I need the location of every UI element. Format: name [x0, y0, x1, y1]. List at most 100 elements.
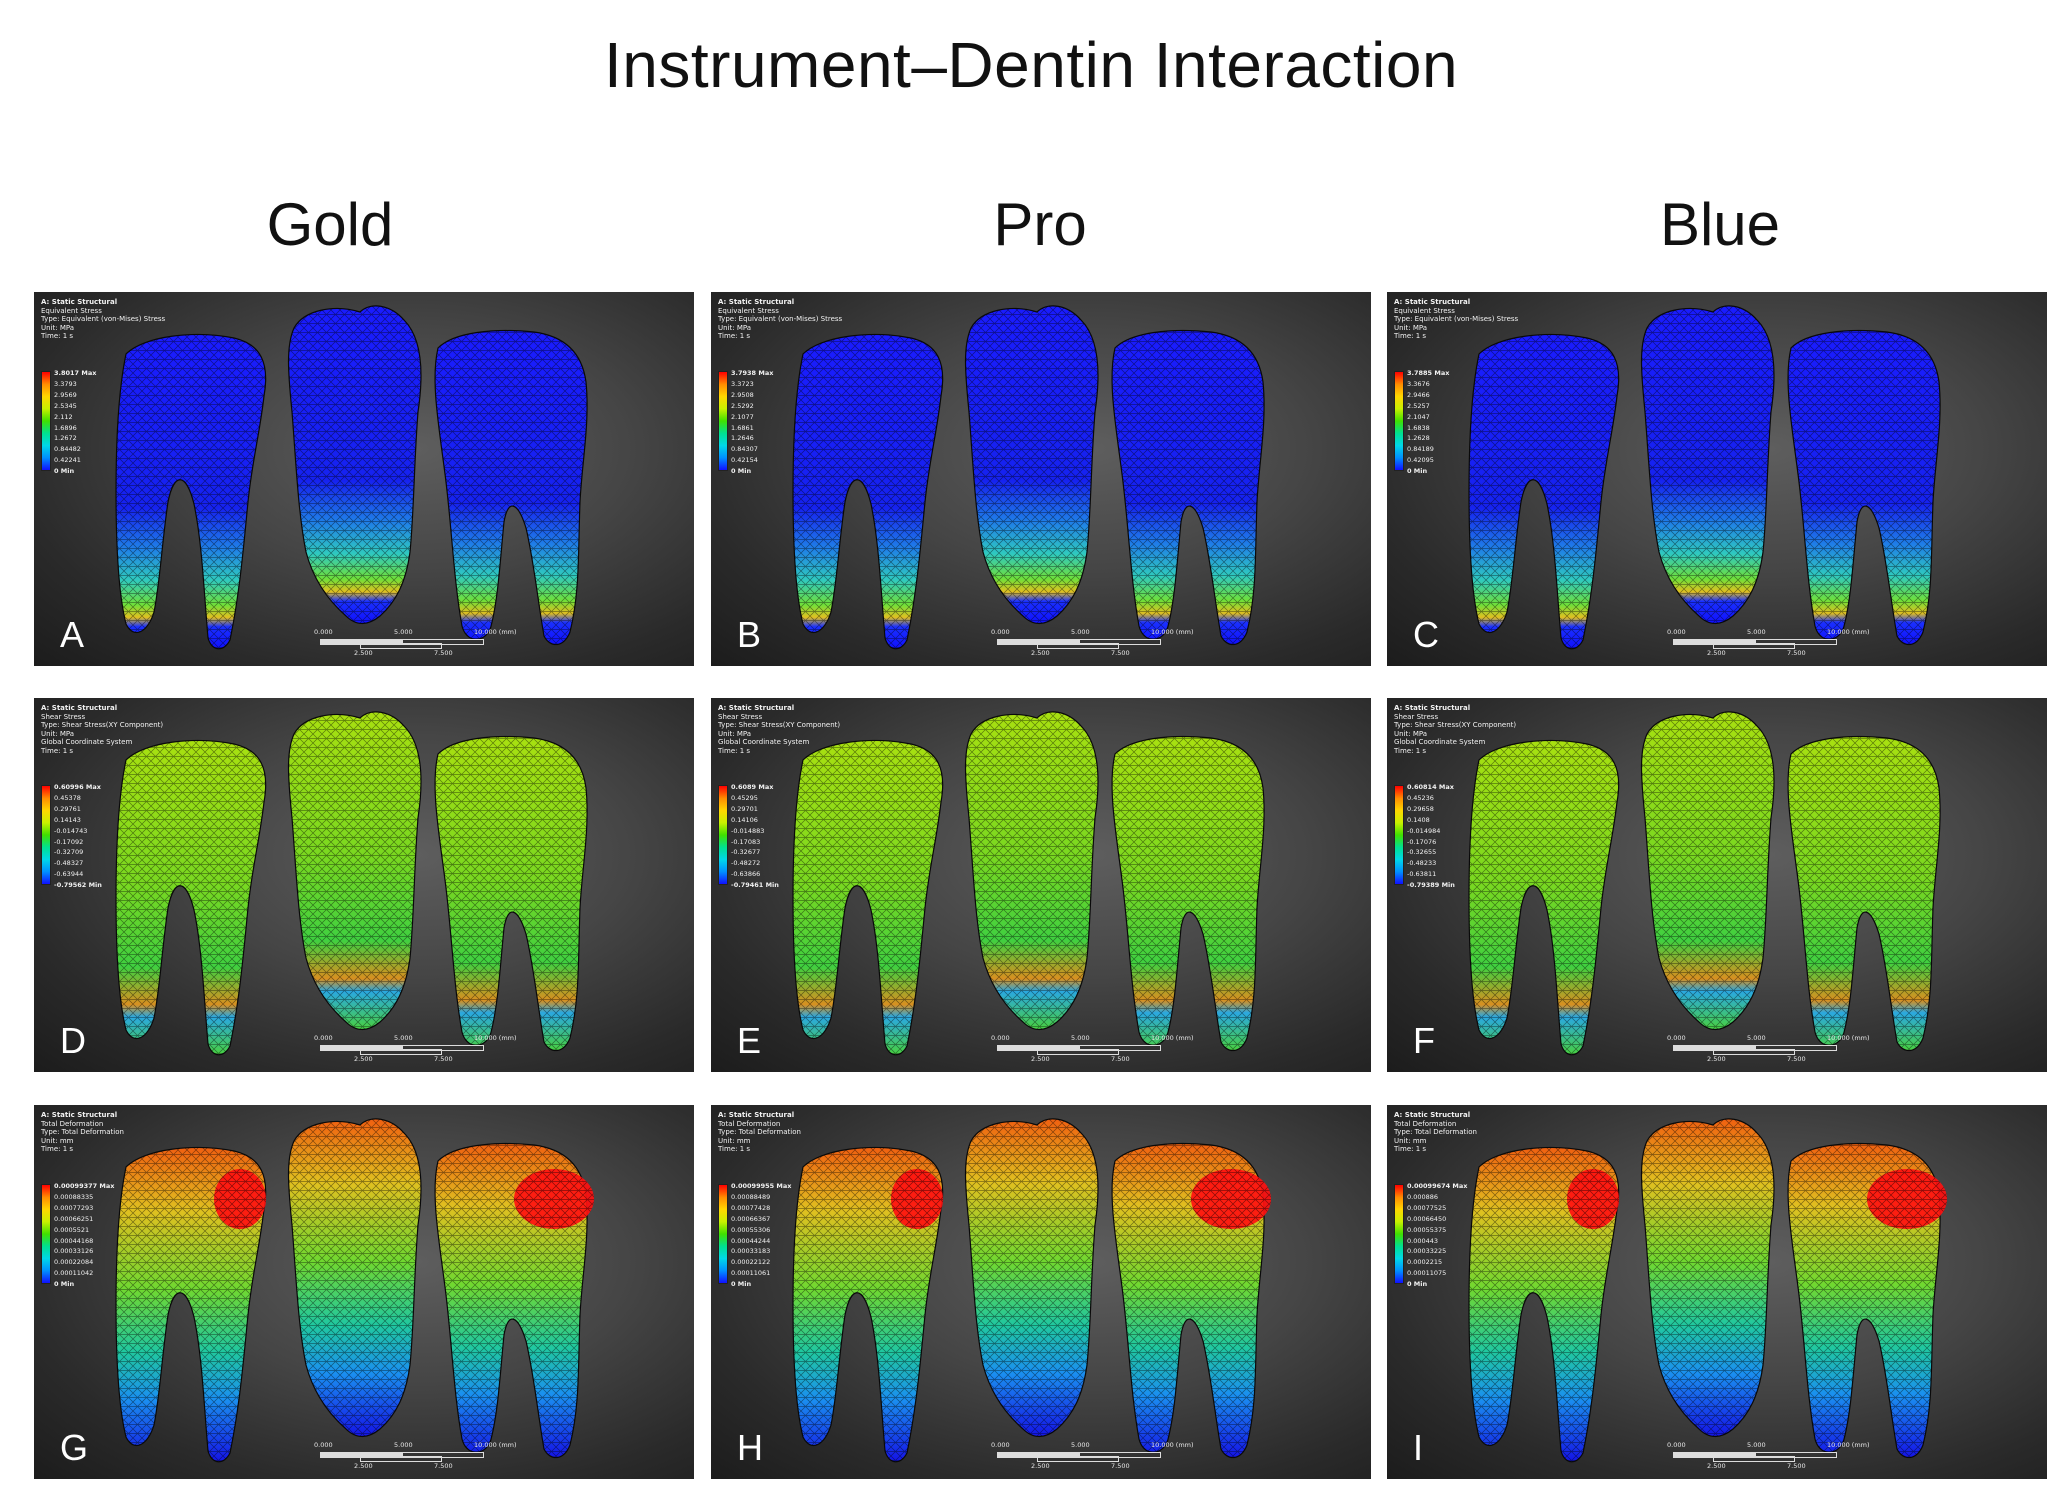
legend-value: 0.84482 — [54, 445, 81, 454]
fea-panel-b: A: Static Structural Equivalent Stress Typ… — [711, 292, 1371, 666]
tooth-left-molar — [1468, 739, 1620, 1056]
tooth-models — [115, 711, 588, 1056]
legend-value: -0.63811 — [1407, 870, 1437, 879]
colorbar — [1394, 1184, 1404, 1284]
legend-value: 3.7885 Max — [1407, 369, 1450, 377]
analysis-header: A: Static Structural — [718, 704, 795, 712]
scale-label: 10.000 (mm) — [474, 1441, 517, 1449]
result-info-line: Total Deformation — [718, 1119, 781, 1128]
result-info-line: Type: Equivalent (von-Mises) Stress — [718, 315, 843, 324]
legend-value: 0.00077293 — [54, 1203, 94, 1212]
scale-segment — [1713, 1049, 1795, 1055]
legend-value: -0.63866 — [731, 870, 761, 879]
legend-value: 0.00099377 Max — [54, 1182, 115, 1190]
legend-value: 2.1047 — [1407, 412, 1430, 421]
scale-bar: 0.000 5.000 10.000 (mm) 2.500 7.500 — [991, 1441, 1251, 1471]
scale-segment — [1079, 639, 1161, 645]
panel-letter: C — [1413, 614, 1439, 655]
scale-label: 5.000 — [1747, 1034, 1766, 1042]
scale-label: 0.000 — [991, 628, 1010, 636]
legend-value: 1.2672 — [54, 434, 77, 443]
legend-value: 0 Min — [1407, 1280, 1428, 1289]
scale-label: 10.000 (mm) — [474, 1034, 517, 1042]
legend-value: -0.79461 Min — [731, 881, 779, 890]
result-info-line: Unit: MPa — [41, 729, 75, 738]
legend-value: 2.5292 — [731, 401, 754, 410]
legend-value: 0.42095 — [1407, 456, 1434, 465]
result-info-line: Type: Shear Stress(XY Component) — [41, 721, 164, 730]
scale-label: 10.000 (mm) — [1827, 1034, 1870, 1042]
scale-label: 7.500 — [1111, 1462, 1130, 1470]
scale-segment — [997, 1452, 1079, 1458]
scale-label: 0.000 — [314, 1034, 333, 1042]
result-info-line: Time: 1 s — [41, 746, 74, 755]
legend-value: 1.6861 — [731, 423, 754, 432]
legend-value: 1.2646 — [731, 434, 754, 443]
legend-value: 0.6089 Max — [731, 783, 774, 791]
legend-value: 0.00022122 — [731, 1258, 771, 1267]
scale-segment — [997, 1045, 1079, 1051]
result-info: A: Static Structural Total Deformation Typ… — [718, 1111, 801, 1154]
legend-value: 0.29761 — [54, 804, 81, 813]
legend-value: 0.00088335 — [54, 1192, 94, 1201]
tooth-left-molar — [115, 739, 267, 1056]
scale-segment — [402, 639, 484, 645]
tooth-left-molar — [1468, 333, 1620, 650]
scale-label: 5.000 — [394, 1441, 413, 1449]
scale-label: 10.000 (mm) — [1151, 1441, 1194, 1449]
result-info-line: Unit: mm — [1394, 1136, 1427, 1145]
tooth-right-molar — [1111, 735, 1265, 1052]
analysis-header: A: Static Structural — [1394, 1111, 1471, 1119]
result-info-line: Time: 1 s — [718, 1145, 751, 1154]
legend-value: 0 Min — [54, 467, 75, 476]
result-info-line: Total Deformation — [1394, 1119, 1457, 1128]
scale-segment — [320, 639, 402, 645]
colorbar — [718, 785, 728, 885]
analysis-header: A: Static Structural — [1394, 704, 1471, 712]
scale-label: 2.500 — [354, 649, 373, 657]
tooth-middle-molar — [287, 305, 422, 625]
legend-value: 0.84189 — [1407, 445, 1434, 454]
tooth-models — [115, 305, 588, 650]
result-info-line: Equivalent Stress — [718, 306, 779, 315]
scale-label: 7.500 — [434, 1055, 453, 1063]
analysis-header: A: Static Structural — [1394, 298, 1471, 306]
legend-value: -0.17076 — [1407, 837, 1437, 846]
scale-label: 0.000 — [991, 1034, 1010, 1042]
legend-value: 0.00055375 — [1407, 1225, 1447, 1234]
scale-label: 0.000 — [1667, 628, 1686, 636]
legend-value: 0.00088489 — [731, 1192, 771, 1201]
legend-value: -0.014743 — [54, 826, 88, 835]
legend-value: 1.2628 — [1407, 434, 1430, 443]
legend-value: 0 Min — [1407, 467, 1428, 476]
figure-title: Instrument–Dentin Interaction — [603, 29, 1459, 101]
scale-label: 2.500 — [1031, 649, 1050, 657]
legend-value: -0.17083 — [731, 837, 761, 846]
scale-segment — [1713, 643, 1795, 649]
result-info: A: Static Structural Shear Stress Type: Sh… — [41, 704, 163, 756]
panel-letter: I — [1413, 1427, 1424, 1468]
analysis-header: A: Static Structural — [41, 298, 118, 306]
scale-label: 10.000 (mm) — [1827, 1441, 1870, 1449]
result-info-line: Time: 1 s — [1394, 746, 1427, 755]
result-info-line: Unit: MPa — [41, 323, 75, 332]
scale-label: 2.500 — [354, 1055, 373, 1063]
scale-bar: 0.000 5.000 10.000 (mm) 2.500 7.500 — [314, 1034, 574, 1064]
legend-value: 0.00077525 — [1407, 1203, 1447, 1212]
result-info-line: Time: 1 s — [718, 332, 751, 341]
scale-bar: 0.000 5.000 10.000 (mm) 2.500 7.500 — [314, 628, 574, 658]
legend-value: 1.6838 — [1407, 423, 1430, 432]
tooth-left-molar — [792, 739, 944, 1056]
legend-value: 0.14106 — [731, 815, 758, 824]
analysis-header: A: Static Structural — [718, 298, 795, 306]
scale-label: 5.000 — [1071, 628, 1090, 636]
tooth-middle-molar — [1640, 305, 1775, 625]
scale-segment — [1673, 1045, 1755, 1051]
legend-value: -0.014883 — [731, 826, 765, 835]
scale-segment — [1755, 639, 1837, 645]
scale-label: 2.500 — [1707, 1462, 1726, 1470]
legend-value: -0.48233 — [1407, 859, 1437, 868]
legend-value: 2.9508 — [731, 390, 754, 399]
analysis-header: A: Static Structural — [41, 704, 118, 712]
legend-value: 3.8017 Max — [54, 369, 97, 377]
